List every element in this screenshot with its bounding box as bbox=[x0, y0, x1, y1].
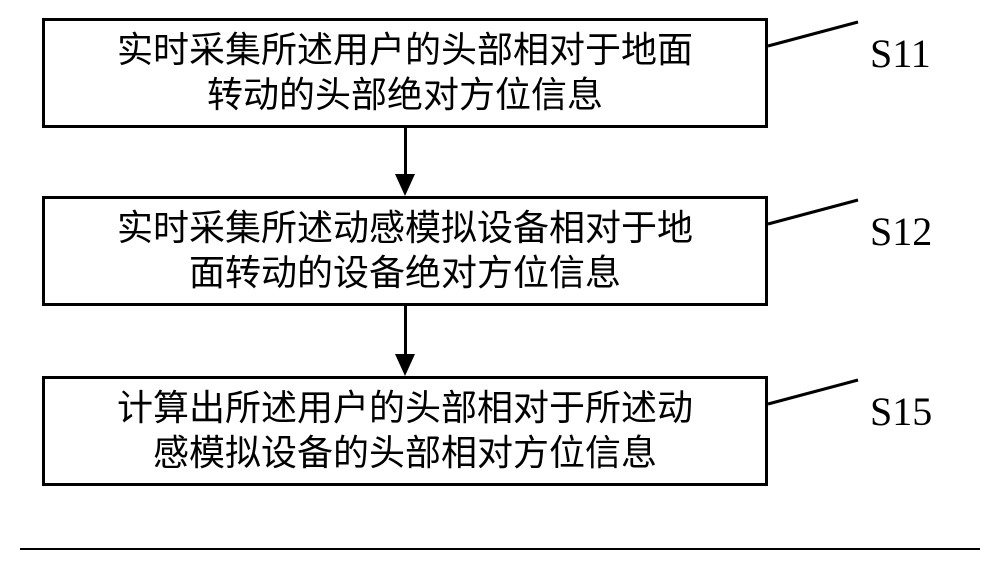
bottom-divider bbox=[20, 548, 980, 550]
flow-node-s12-text: 实时采集所述动感模拟设备相对于地 面转动的设备绝对方位信息 bbox=[117, 206, 693, 296]
flow-node-s11: 实时采集所述用户的头部相对于地面 转动的头部绝对方位信息 bbox=[42, 18, 768, 128]
flow-node-s11-text: 实时采集所述用户的头部相对于地面 转动的头部绝对方位信息 bbox=[117, 28, 693, 118]
arrow-s12-s15-shaft bbox=[404, 306, 407, 354]
flow-node-s12: 实时采集所述动感模拟设备相对于地 面转动的设备绝对方位信息 bbox=[42, 196, 768, 306]
arrow-s11-s12-shaft bbox=[404, 128, 407, 174]
arrow-s11-s12-head bbox=[395, 174, 415, 196]
step-label-s11: S11 bbox=[870, 30, 931, 77]
arrow-s12-s15-head bbox=[395, 354, 415, 376]
step-label-s15: S15 bbox=[870, 388, 932, 435]
diagram-canvas: 实时采集所述用户的头部相对于地面 转动的头部绝对方位信息 S11 实时采集所述动… bbox=[0, 0, 1000, 569]
flow-node-s15-text: 计算出所述用户的头部相对于所述动 感模拟设备的头部相对方位信息 bbox=[117, 386, 693, 476]
flow-node-s15: 计算出所述用户的头部相对于所述动 感模拟设备的头部相对方位信息 bbox=[42, 376, 768, 486]
step-label-s12: S12 bbox=[870, 208, 932, 255]
